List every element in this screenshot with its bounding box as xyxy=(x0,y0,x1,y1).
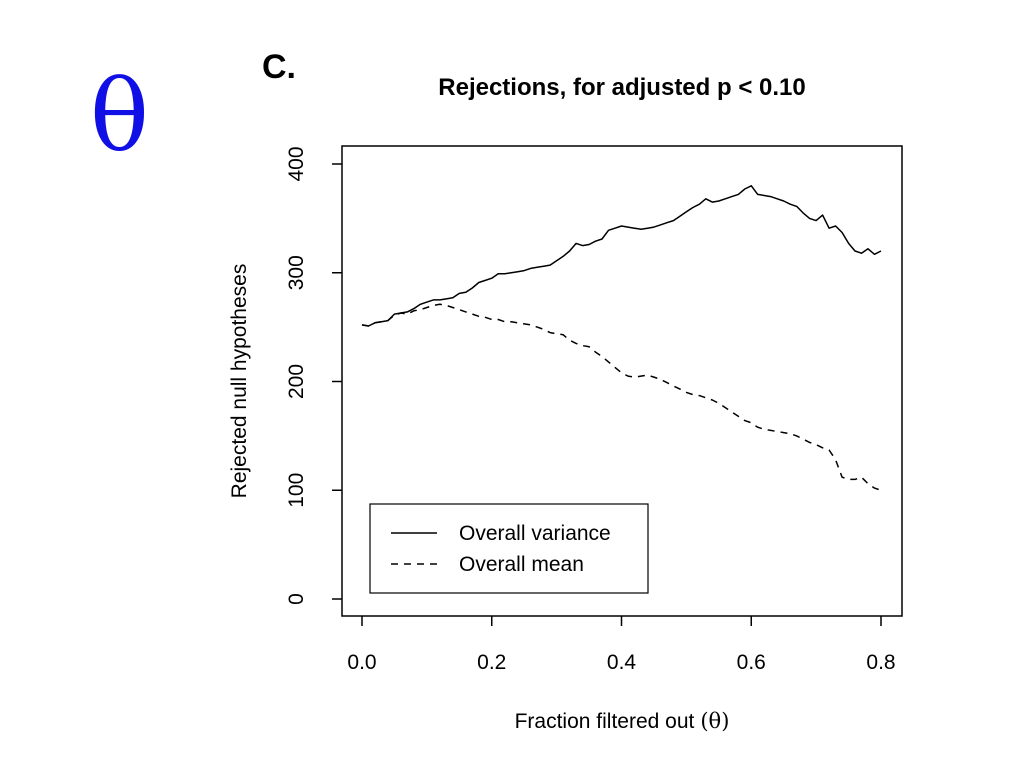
x-axis-label-text: Fraction filtered out xyxy=(515,710,695,733)
x-tick-label: 0.6 xyxy=(737,651,766,674)
x-tick-label: 0.0 xyxy=(347,651,376,674)
x-tick-label: 0.4 xyxy=(607,651,637,674)
series-layer xyxy=(361,185,882,492)
y-tick-label: 300 xyxy=(285,255,308,290)
legend: Overall variance Overall mean xyxy=(369,503,649,594)
y-tick-label: 0 xyxy=(285,593,308,605)
legend-label-overall-mean: Overall mean xyxy=(459,553,584,576)
y-tick-label: 100 xyxy=(285,473,308,508)
panel-label: C. xyxy=(262,48,296,86)
legend-label-overall-variance: Overall variance xyxy=(459,522,611,545)
x-axis: 0.0 0.2 0.4 0.6 0.8 xyxy=(347,616,896,674)
x-axis-label-symbol: (θ) xyxy=(700,709,729,733)
series-line-overall-variance xyxy=(361,185,882,327)
y-axis: 0 100 200 300 400 xyxy=(285,146,342,605)
x-axis-label: Fraction filtered out (θ) xyxy=(515,709,730,733)
y-tick-label: 200 xyxy=(285,364,308,399)
chart-title: Rejections, for adjusted p < 0.10 xyxy=(438,74,805,101)
legend-box xyxy=(369,503,649,594)
x-tick-label: 0.2 xyxy=(477,651,506,674)
y-axis-label: Rejected null hypotheses xyxy=(228,264,251,499)
x-tick-label: 0.8 xyxy=(866,651,895,674)
y-tick-label: 400 xyxy=(285,146,308,181)
series-line-overall-mean xyxy=(361,303,882,492)
theta-symbol: θ xyxy=(90,60,150,174)
